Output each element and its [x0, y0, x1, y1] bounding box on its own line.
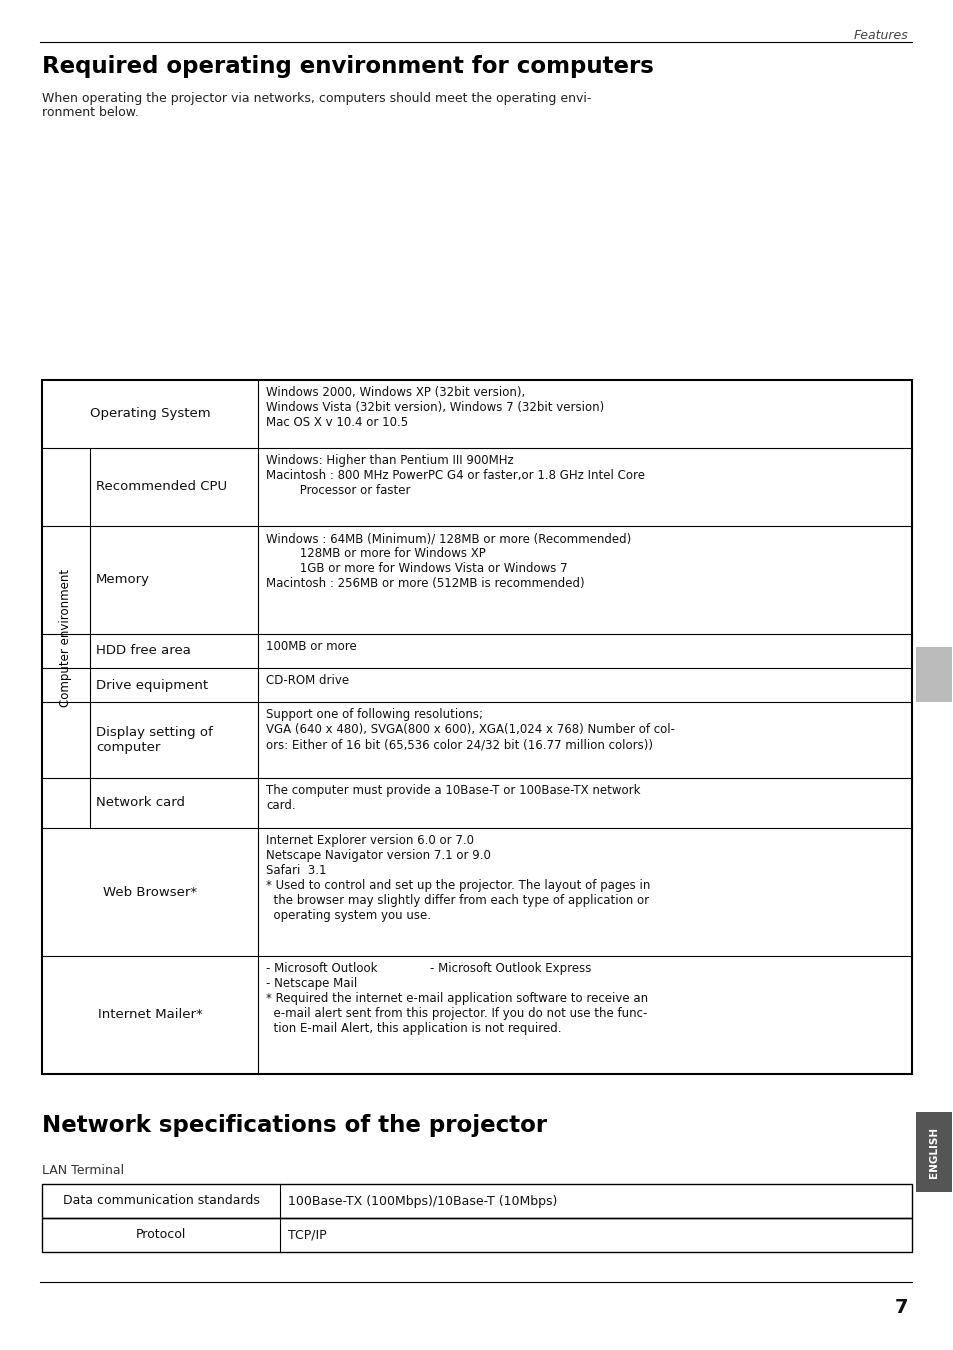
Bar — [915, 647, 951, 702]
Text: Memory: Memory — [96, 574, 150, 586]
Text: When operating the projector via networks, computers should meet the operating e: When operating the projector via network… — [42, 92, 591, 105]
Text: Windows : 64MB (Minimum)/ 128MB or more (Recommended)
         128MB or more for: Windows : 64MB (Minimum)/ 128MB or more … — [266, 532, 631, 590]
Text: HDD free area: HDD free area — [96, 644, 191, 657]
Text: CD-ROM drive: CD-ROM drive — [266, 674, 349, 687]
Text: - Microsoft Outlook              - Microsoft Outlook Express
- Netscape Mail
* R: - Microsoft Outlook - Microsoft Outlook … — [266, 963, 647, 1035]
Text: 7: 7 — [894, 1297, 907, 1318]
Text: Display setting of
computer: Display setting of computer — [96, 726, 213, 755]
Text: Network card: Network card — [96, 796, 185, 810]
Bar — [42, 1218, 911, 1251]
Text: 100Base-TX (100Mbps)/10Base-T (10Mbps): 100Base-TX (100Mbps)/10Base-T (10Mbps) — [288, 1195, 557, 1207]
Text: Data communication standards: Data communication standards — [63, 1195, 259, 1207]
Bar — [42, 1184, 911, 1218]
Text: Computer environment: Computer environment — [59, 568, 72, 707]
Text: Windows 2000, Windows XP (32bit version),
Windows Vista (32bit version), Windows: Windows 2000, Windows XP (32bit version)… — [266, 386, 603, 429]
Text: Network specifications of the projector: Network specifications of the projector — [42, 1114, 547, 1137]
Text: Internet Mailer*: Internet Mailer* — [97, 1008, 202, 1022]
Text: ENGLISH: ENGLISH — [928, 1126, 938, 1177]
Text: Required operating environment for computers: Required operating environment for compu… — [42, 55, 653, 78]
Text: Features: Features — [852, 28, 907, 42]
Text: Windows: Higher than Pentium III 900MHz
Macintosh : 800 MHz PowerPC G4 or faster: Windows: Higher than Pentium III 900MHz … — [266, 454, 644, 497]
Text: Support one of following resolutions;
VGA (640 x 480), SVGA(800 x 600), XGA(1,02: Support one of following resolutions; VG… — [266, 707, 675, 751]
Text: Recommended CPU: Recommended CPU — [96, 481, 227, 494]
Bar — [42, 379, 911, 1075]
Text: TCP/IP: TCP/IP — [288, 1228, 326, 1242]
Bar — [915, 1112, 951, 1192]
Text: ronment below.: ronment below. — [42, 107, 139, 119]
Text: Protocol: Protocol — [135, 1228, 186, 1242]
Text: Internet Explorer version 6.0 or 7.0
Netscape Navigator version 7.1 or 9.0
Safar: Internet Explorer version 6.0 or 7.0 Net… — [266, 834, 650, 922]
Text: 100MB or more: 100MB or more — [266, 640, 356, 653]
Text: Drive equipment: Drive equipment — [96, 679, 208, 691]
Text: Web Browser*: Web Browser* — [103, 886, 197, 899]
Text: Operating System: Operating System — [90, 408, 210, 420]
Text: LAN Terminal: LAN Terminal — [42, 1164, 124, 1177]
Text: The computer must provide a 10Base-T or 100Base-TX network
card.: The computer must provide a 10Base-T or … — [266, 784, 639, 811]
